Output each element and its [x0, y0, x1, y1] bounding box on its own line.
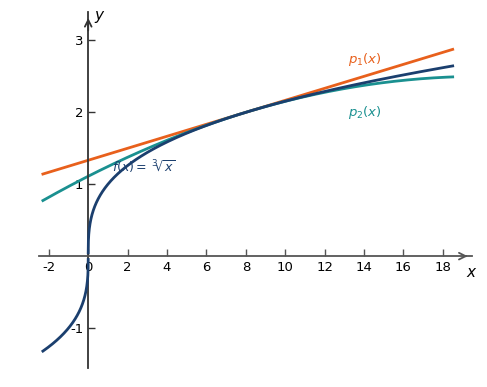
Text: y: y [94, 8, 103, 23]
Text: x: x [467, 265, 475, 280]
Text: $f(x) = \,^3\!\sqrt{x}$: $f(x) = \,^3\!\sqrt{x}$ [112, 159, 175, 176]
Text: $p_2(x)$: $p_2(x)$ [348, 104, 382, 121]
Text: $p_1(x)$: $p_1(x)$ [348, 51, 382, 68]
